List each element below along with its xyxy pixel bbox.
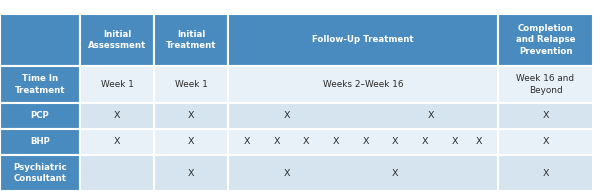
Text: Week 1: Week 1 (101, 80, 133, 89)
Bar (228, 155, 498, 191)
Text: X: X (542, 138, 549, 146)
Bar (154, 155, 228, 191)
Bar (498, 155, 593, 191)
Text: X: X (451, 138, 458, 146)
Bar (80, 103, 154, 129)
Text: Week 1: Week 1 (174, 80, 208, 89)
Bar (0, 66, 80, 103)
Text: X: X (114, 112, 120, 121)
Text: X: X (362, 138, 369, 146)
Text: Psychiatric
Consultant: Psychiatric Consultant (13, 163, 67, 183)
Text: X: X (542, 112, 549, 121)
Text: X: X (542, 168, 549, 177)
Bar (154, 103, 228, 129)
Text: X: X (284, 112, 291, 121)
Text: X: X (392, 138, 398, 146)
Bar (154, 129, 228, 155)
Text: X: X (476, 138, 482, 146)
Text: X: X (188, 168, 195, 177)
Bar (154, 14, 228, 66)
Bar (228, 103, 498, 129)
Bar (0, 155, 80, 191)
Bar (228, 66, 498, 103)
Text: X: X (188, 138, 195, 146)
Bar (498, 14, 593, 66)
Text: X: X (422, 138, 428, 146)
Bar (0, 103, 80, 129)
Text: X: X (333, 138, 339, 146)
Bar (0, 14, 80, 66)
Text: X: X (427, 112, 433, 121)
Bar (228, 129, 498, 155)
Text: Initial
Assessment: Initial Assessment (88, 30, 146, 50)
Bar (228, 14, 498, 66)
Text: X: X (188, 112, 195, 121)
Bar (0, 129, 80, 155)
Bar (498, 129, 593, 155)
Bar (80, 14, 154, 66)
Text: Time In
Treatment: Time In Treatment (15, 74, 65, 95)
Bar (498, 103, 593, 129)
Text: BHP: BHP (30, 138, 50, 146)
Bar (80, 155, 154, 191)
Text: X: X (392, 168, 398, 177)
Text: X: X (284, 168, 291, 177)
Text: Completion
and Relapse
Prevention: Completion and Relapse Prevention (516, 24, 575, 56)
Text: Initial
Treatment: Initial Treatment (166, 30, 216, 50)
Text: Follow-Up Treatment: Follow-Up Treatment (312, 36, 414, 45)
Text: X: X (244, 138, 250, 146)
Bar (154, 66, 228, 103)
Bar (80, 66, 154, 103)
Text: PCP: PCP (31, 112, 49, 121)
Text: X: X (303, 138, 310, 146)
Text: Weeks 2–Week 16: Weeks 2–Week 16 (323, 80, 403, 89)
Text: Week 16 and
Beyond: Week 16 and Beyond (517, 74, 575, 95)
Text: X: X (114, 138, 120, 146)
Text: X: X (273, 138, 280, 146)
Bar (498, 66, 593, 103)
Bar (80, 129, 154, 155)
